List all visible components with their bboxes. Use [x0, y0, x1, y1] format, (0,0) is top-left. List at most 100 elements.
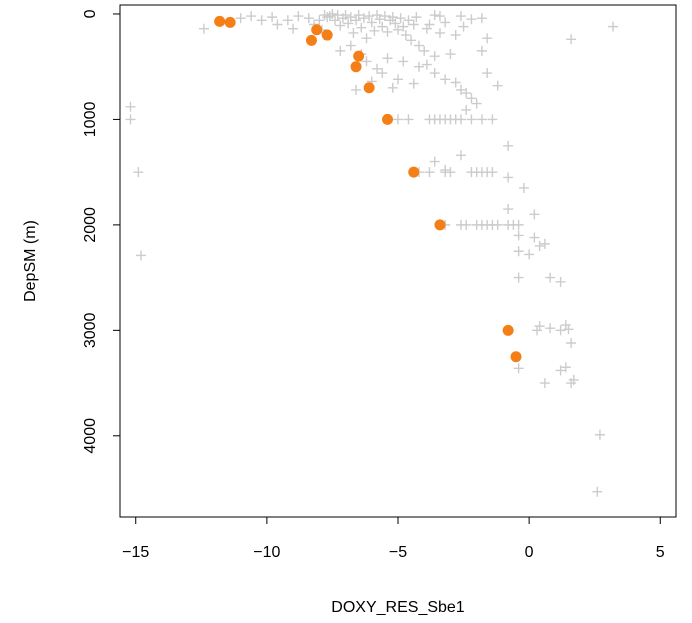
plus-point — [492, 219, 503, 230]
plus-point — [413, 61, 424, 72]
plus-point — [424, 19, 435, 30]
plus-point — [377, 68, 388, 79]
plus-point — [267, 12, 278, 23]
plus-point — [487, 167, 498, 178]
highlight-point — [350, 61, 362, 73]
plus-point — [379, 11, 390, 22]
plus-point — [503, 172, 514, 183]
plus-point — [400, 30, 411, 41]
plus-point — [555, 365, 566, 376]
plus-point — [434, 27, 445, 38]
plus-point — [503, 204, 514, 215]
plus-point — [445, 49, 456, 60]
plus-point — [429, 51, 440, 62]
plus-point — [387, 12, 398, 23]
plus-point — [461, 219, 472, 230]
plus-point — [555, 325, 566, 336]
y-tick-label: 3000 — [82, 312, 99, 348]
plus-point — [348, 27, 359, 38]
plus-point — [524, 249, 535, 260]
plus-point — [434, 11, 445, 22]
plus-point — [303, 13, 314, 24]
highlight-point — [305, 34, 317, 46]
plus-point — [429, 68, 440, 79]
highlight-point — [353, 50, 365, 62]
plus-point — [455, 114, 466, 125]
plus-point — [440, 74, 451, 85]
plus-point — [429, 10, 440, 21]
plus-point — [272, 19, 283, 30]
plus-point — [545, 272, 556, 283]
highlight-point — [408, 166, 420, 178]
x-tick-label: −5 — [389, 544, 407, 561]
y-tick-label: 0 — [82, 9, 99, 18]
plus-point — [592, 486, 603, 497]
plus-point — [529, 232, 540, 243]
plus-point — [566, 34, 577, 45]
highlight-point — [321, 29, 333, 41]
plus-point — [513, 272, 524, 283]
plus-point — [513, 246, 524, 257]
plus-point — [390, 18, 401, 29]
highlight-point — [224, 16, 236, 28]
plus-point — [445, 167, 456, 178]
highlight-point — [502, 324, 514, 336]
plus-point — [377, 21, 388, 32]
plus-point — [518, 182, 529, 193]
plus-point — [335, 45, 346, 56]
plus-point — [408, 19, 419, 30]
plus-point — [566, 337, 577, 348]
plus-point — [476, 114, 487, 125]
plus-point — [345, 12, 356, 23]
plus-point — [421, 23, 432, 34]
plus-point — [461, 88, 472, 99]
y-axis: 0 1000 2000 3000 4000 — [82, 9, 121, 454]
plus-point — [364, 11, 375, 22]
plus-point — [387, 82, 398, 93]
highlight-point — [363, 82, 375, 94]
plus-point — [513, 363, 524, 374]
plus-point — [513, 230, 524, 241]
plus-point — [455, 84, 466, 95]
plus-point — [487, 114, 498, 125]
plus-point — [560, 362, 571, 373]
plus-point — [327, 8, 338, 19]
plus-point — [256, 15, 267, 26]
plus-point — [361, 33, 372, 44]
plus-point — [330, 15, 341, 26]
plus-point — [345, 40, 356, 51]
plus-point — [395, 13, 406, 24]
x-tick-label: −10 — [253, 544, 280, 561]
plus-point — [471, 98, 482, 109]
plus-point — [282, 15, 293, 26]
plus-point — [513, 219, 524, 230]
plus-point — [135, 250, 146, 261]
plus-point — [353, 10, 364, 21]
plus-point — [568, 374, 579, 385]
highlight-point — [311, 24, 323, 36]
y-tick-label: 4000 — [82, 418, 99, 454]
plus-point — [340, 10, 351, 21]
plus-point — [398, 21, 409, 32]
plus-point — [563, 324, 574, 335]
x-tick-label: 0 — [525, 544, 534, 561]
plus-point — [534, 321, 545, 332]
plus-point — [450, 77, 461, 88]
plus-point — [455, 11, 466, 22]
plus-point — [429, 156, 440, 167]
plus-point — [461, 104, 472, 115]
plus-point — [411, 12, 422, 23]
x-axis-title: DOXY_RES_Sbe1 — [331, 599, 465, 616]
y-axis-title: DepSM (m) — [22, 220, 39, 302]
plus-point — [393, 24, 403, 35]
plus-point — [235, 13, 246, 24]
plus-point — [403, 114, 414, 125]
plus-point — [539, 378, 550, 389]
plus-point — [369, 25, 380, 36]
plus-point — [198, 23, 209, 34]
highlight-point — [214, 15, 226, 27]
plus-point — [555, 276, 566, 287]
x-tick-label: 5 — [656, 544, 665, 561]
plus-point — [450, 30, 461, 41]
